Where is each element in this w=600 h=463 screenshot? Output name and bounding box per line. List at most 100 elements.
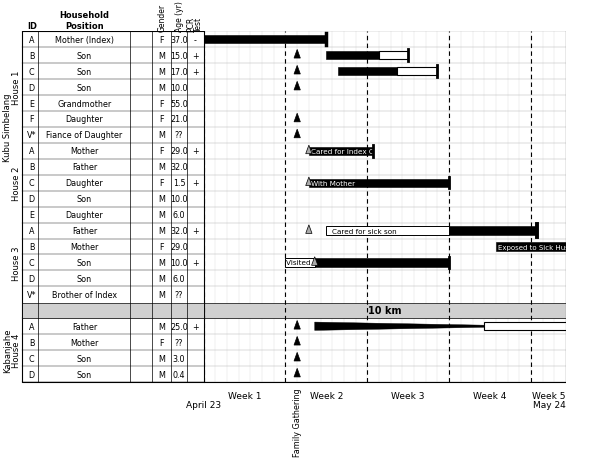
Text: Household
Position: Household Position (59, 11, 109, 31)
Text: 0.4: 0.4 (173, 370, 185, 379)
Polygon shape (315, 322, 484, 331)
Text: M: M (158, 68, 165, 76)
Text: Son: Son (77, 354, 92, 363)
Bar (315, 259, 449, 267)
Text: 6.0: 6.0 (173, 274, 185, 283)
Text: 6.0: 6.0 (173, 211, 185, 219)
Text: F: F (160, 36, 164, 44)
Bar (338, 68, 397, 76)
Bar (22, 32, 203, 382)
Text: 1.5: 1.5 (173, 179, 185, 188)
Text: C: C (29, 258, 35, 267)
Polygon shape (294, 369, 301, 377)
Text: F: F (160, 147, 164, 156)
Bar (326, 227, 449, 235)
Text: Son: Son (77, 258, 92, 267)
Text: +: + (192, 147, 199, 156)
Text: Son: Son (77, 68, 92, 76)
Text: Cared for Index Case: Cared for Index Case (311, 149, 387, 155)
Text: B: B (29, 163, 35, 172)
Text: 29.0: 29.0 (170, 147, 188, 156)
Text: 3.0: 3.0 (173, 354, 185, 363)
Text: 32.0: 32.0 (170, 163, 188, 172)
Text: Mother: Mother (70, 243, 98, 251)
Text: Son: Son (77, 370, 92, 379)
Text: 10.0: 10.0 (170, 258, 188, 267)
Text: April 23: April 23 (186, 400, 221, 409)
Text: ??: ?? (175, 338, 184, 347)
Text: M: M (158, 354, 165, 363)
Text: C: C (29, 179, 35, 188)
Bar (309, 179, 449, 188)
Text: Daughter: Daughter (65, 179, 103, 188)
Bar (379, 52, 408, 60)
Polygon shape (294, 337, 301, 345)
Text: 10 km: 10 km (368, 306, 401, 316)
Text: 55.0: 55.0 (170, 99, 188, 108)
Bar (203, 36, 326, 44)
Text: F: F (160, 179, 164, 188)
Text: Age (yr): Age (yr) (175, 1, 184, 32)
Text: E: E (29, 211, 34, 219)
Text: Test: Test (194, 17, 203, 32)
Text: +: + (192, 258, 199, 267)
Text: ID: ID (27, 22, 37, 31)
Text: M: M (158, 322, 165, 331)
Bar (484, 322, 566, 331)
Text: Mother (Index): Mother (Index) (55, 36, 114, 44)
Bar (22, 303, 203, 318)
Text: F: F (160, 338, 164, 347)
Polygon shape (306, 146, 312, 154)
Text: M: M (158, 51, 165, 61)
Text: Week 1: Week 1 (228, 391, 262, 400)
Text: House 4: House 4 (11, 333, 20, 368)
Text: A: A (29, 147, 35, 156)
Text: Son: Son (77, 195, 92, 204)
Text: E: E (29, 99, 34, 108)
Bar (326, 52, 379, 60)
Text: House 3: House 3 (11, 246, 20, 280)
Text: With Mother: With Mother (311, 181, 355, 186)
Text: D: D (29, 274, 35, 283)
Text: Week 3: Week 3 (391, 391, 425, 400)
Text: Mother: Mother (70, 147, 98, 156)
Polygon shape (294, 353, 301, 361)
Text: +: + (192, 179, 199, 188)
Text: 10.0: 10.0 (170, 195, 188, 204)
Text: ??: ?? (175, 290, 184, 299)
Text: May 24: May 24 (533, 400, 566, 409)
Text: 21.0: 21.0 (170, 115, 188, 124)
Text: V*: V* (27, 290, 37, 299)
Text: Father: Father (72, 163, 97, 172)
Text: 15.0: 15.0 (170, 51, 188, 61)
Bar (397, 68, 437, 76)
Text: Brother of Index: Brother of Index (52, 290, 117, 299)
Text: V*: V* (27, 131, 37, 140)
Text: 25.0: 25.0 (170, 322, 188, 331)
Text: 17.0: 17.0 (170, 68, 188, 76)
Text: 10.0: 10.0 (170, 83, 188, 92)
Text: Daughter: Daughter (65, 115, 103, 124)
Text: F: F (29, 115, 34, 124)
Text: +: + (192, 51, 199, 61)
Bar (286, 259, 315, 267)
Text: Family Gathering: Family Gathering (293, 388, 302, 456)
Text: D: D (29, 83, 35, 92)
Bar (496, 243, 566, 251)
Text: F: F (160, 99, 164, 108)
Text: A: A (29, 36, 35, 44)
Text: Son: Son (77, 83, 92, 92)
Polygon shape (311, 257, 318, 266)
Text: M: M (158, 258, 165, 267)
Text: House 2: House 2 (11, 166, 20, 200)
Text: +: + (192, 68, 199, 76)
Text: M: M (158, 211, 165, 219)
Polygon shape (306, 225, 312, 234)
Text: B: B (29, 338, 35, 347)
Text: -: - (194, 36, 197, 44)
Text: C: C (29, 354, 35, 363)
Text: C: C (29, 68, 35, 76)
Bar (22, 303, 566, 318)
Text: Cared for sick son: Cared for sick son (332, 228, 397, 234)
Text: 29.0: 29.0 (170, 243, 188, 251)
